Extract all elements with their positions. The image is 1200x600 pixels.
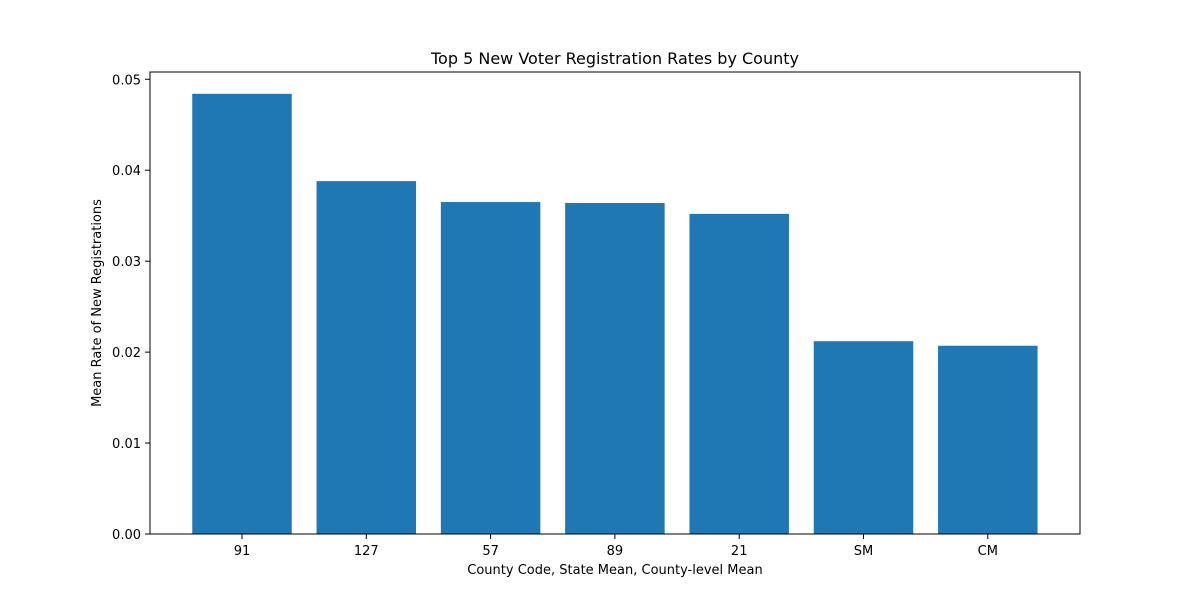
bar-127 — [316, 181, 417, 535]
x-tick-label: 89 — [607, 544, 624, 559]
x-axis-ticks: 91 127 57 89 21 SM CM — [234, 534, 998, 559]
x-tick-label: 127 — [354, 544, 379, 559]
x-tick-label: CM — [978, 544, 998, 559]
y-tick-label: 0.04 — [112, 164, 141, 179]
bar-91 — [192, 93, 292, 534]
x-tick-label: 21 — [731, 544, 748, 559]
bars-group — [192, 93, 1038, 535]
bar-CM — [938, 345, 1038, 534]
x-tick-label: 91 — [234, 544, 251, 559]
y-axis-ticks: 0.00 0.01 0.02 0.03 0.04 0.05 — [112, 73, 150, 543]
bar-57 — [440, 202, 541, 534]
x-axis-label: County Code, State Mean, County-level Me… — [467, 563, 762, 578]
bar-89 — [565, 202, 665, 534]
x-tick-label: 57 — [482, 544, 499, 559]
y-tick-label: 0.01 — [112, 437, 141, 452]
plot-frame — [149, 71, 1081, 535]
x-tick-label: SM — [854, 544, 873, 559]
y-tick-label: 0.02 — [112, 346, 141, 361]
bar-SM — [813, 341, 914, 534]
y-tick-label: 0.03 — [112, 255, 141, 270]
chart-title: Top 5 New Voter Registration Rates by Co… — [430, 49, 799, 68]
y-tick-label: 0.05 — [112, 73, 141, 88]
bar-21 — [689, 213, 789, 534]
y-tick-label: 0.00 — [112, 528, 141, 543]
y-axis-label: Mean Rate of New Registrations — [90, 199, 105, 407]
